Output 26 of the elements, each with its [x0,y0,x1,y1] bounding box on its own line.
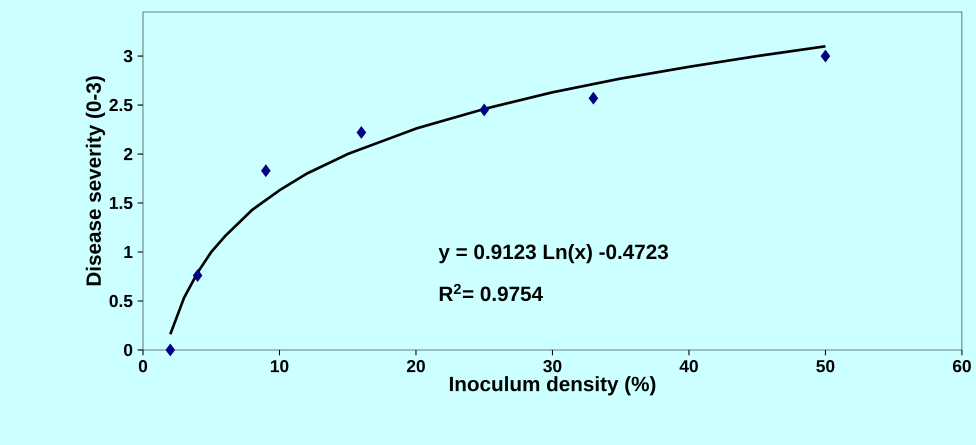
point [479,104,489,116]
y-tick-label: 1.5 [110,196,132,210]
point [588,92,598,104]
point [820,50,830,62]
point [261,164,271,177]
x-axis-title: Inoculum density (%) [450,376,656,396]
point [356,126,366,139]
y-tick-label: 0 [124,344,132,356]
y-axis-title: Disease severity (0-3) [86,76,106,286]
y-tick-label: 2 [124,148,132,160]
y-tick-label: 0.5 [110,294,132,308]
x-tick-label: 30 [543,360,562,372]
line-series [168,44,827,336]
y-tick-label: 1 [124,246,132,258]
point [192,269,202,282]
y-tick-label: 2.5 [109,98,132,112]
point [166,344,176,356]
x-tick-label: 20 [406,360,425,372]
x-tick-label: 60 [952,360,971,372]
y-tick-label: 3 [124,50,132,62]
annotation: R$^{2}$= 0.9754 [440,284,543,302]
x-tick-label: 10 [270,360,288,372]
x-tick-label: 0 [138,360,148,372]
x-tick-label: 40 [680,360,698,372]
annotation: y = 0.9123 Ln(x) -0.4723 [438,244,668,264]
x-tick-label: 50 [816,360,834,372]
